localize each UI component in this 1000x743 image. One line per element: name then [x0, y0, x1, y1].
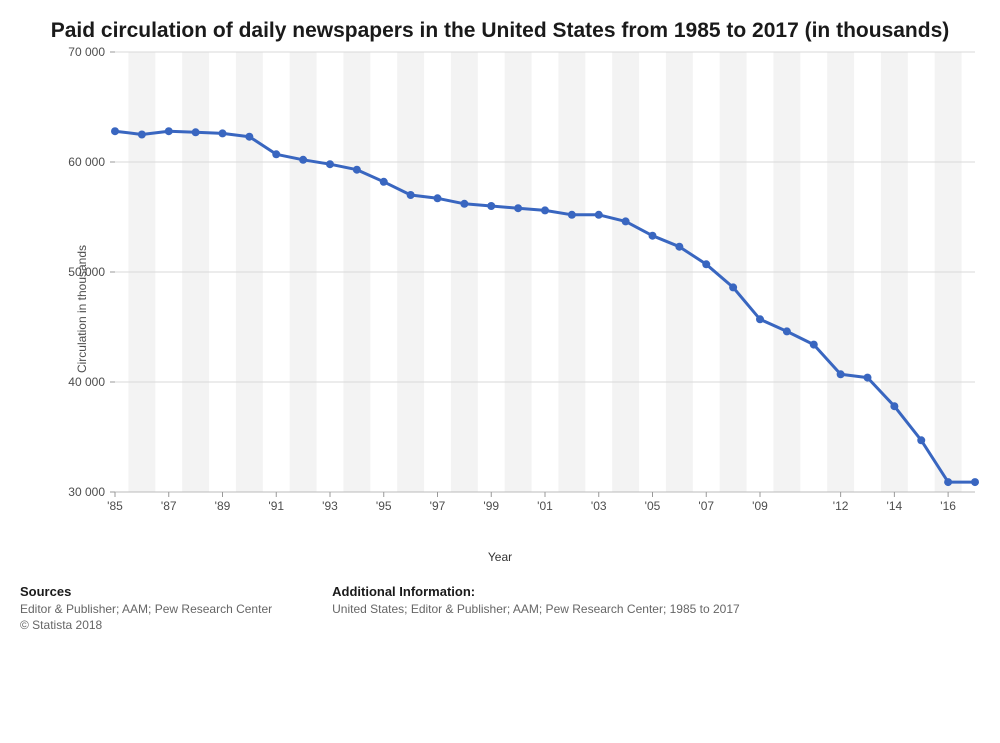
- svg-text:'01: '01: [537, 499, 553, 513]
- sources-heading: Sources: [20, 584, 272, 599]
- svg-text:'12: '12: [833, 499, 849, 513]
- svg-text:'03: '03: [591, 499, 607, 513]
- chart-title: Paid circulation of daily newspapers in …: [0, 0, 1000, 44]
- svg-text:'14: '14: [887, 499, 903, 513]
- x-axis-label: Year: [0, 550, 1000, 564]
- sources-copyright: © Statista 2018: [20, 617, 272, 633]
- svg-text:'93: '93: [322, 499, 338, 513]
- line-chart: 30 00040 00050 00060 00070 000'85'87'89'…: [0, 44, 1000, 514]
- svg-text:'05: '05: [645, 499, 661, 513]
- svg-text:'97: '97: [430, 499, 446, 513]
- svg-text:'85: '85: [107, 499, 123, 513]
- svg-text:'07: '07: [698, 499, 714, 513]
- svg-text:'16: '16: [940, 499, 956, 513]
- svg-text:40 000: 40 000: [68, 375, 105, 389]
- svg-text:'89: '89: [215, 499, 231, 513]
- additional-info-block: Additional Information: United States; E…: [332, 584, 740, 633]
- sources-block: Sources Editor & Publisher; AAM; Pew Res…: [20, 584, 272, 633]
- sources-line: Editor & Publisher; AAM; Pew Research Ce…: [20, 601, 272, 617]
- y-axis-label: Circulation in thousands: [75, 245, 89, 373]
- chart-footer: Sources Editor & Publisher; AAM; Pew Res…: [0, 574, 1000, 633]
- svg-text:'09: '09: [752, 499, 768, 513]
- svg-text:70 000: 70 000: [68, 45, 105, 59]
- svg-text:'91: '91: [268, 499, 284, 513]
- chart-area: Circulation in thousands 30 00040 00050 …: [0, 44, 1000, 574]
- svg-text:'99: '99: [483, 499, 499, 513]
- additional-info-line: United States; Editor & Publisher; AAM; …: [332, 601, 740, 617]
- svg-text:30 000: 30 000: [68, 485, 105, 499]
- svg-text:'87: '87: [161, 499, 177, 513]
- svg-text:'95: '95: [376, 499, 392, 513]
- additional-info-heading: Additional Information:: [332, 584, 740, 599]
- svg-text:60 000: 60 000: [68, 155, 105, 169]
